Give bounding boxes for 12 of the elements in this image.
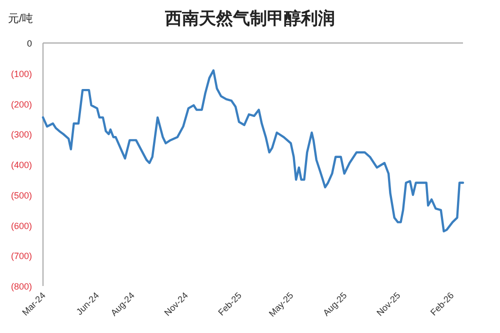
y-tick-label: (800) (10, 282, 32, 292)
chart-title: 西南天然气制甲醇利润 (164, 9, 335, 28)
y-tick-label: (700) (10, 251, 32, 262)
y-tick-label: (500) (10, 190, 32, 200)
y-axis-title: 元/吨 (8, 12, 34, 25)
line-series (42, 69, 464, 232)
y-tick-label: (600) (10, 220, 32, 231)
y-tick-label: (400) (10, 160, 32, 170)
y-tick-label: (300) (10, 130, 32, 140)
y-tick-label: (100) (10, 68, 32, 79)
y-tick-label: (200) (10, 99, 32, 110)
y-tick-label: 0 (26, 38, 32, 48)
